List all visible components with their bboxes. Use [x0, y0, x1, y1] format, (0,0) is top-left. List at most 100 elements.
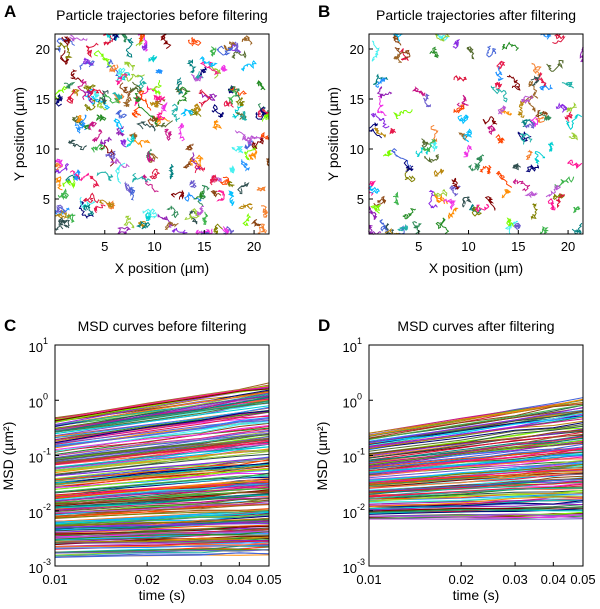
trajectory-line — [155, 110, 166, 121]
msd-line — [54, 433, 270, 459]
x-tick-label: 15 — [197, 239, 211, 254]
trajectory-line — [242, 213, 252, 227]
msd-line — [368, 431, 584, 461]
msd-line — [54, 493, 270, 508]
trajectory-line — [114, 73, 128, 86]
trajectory-line — [142, 208, 157, 219]
trajectory-line — [539, 226, 549, 235]
trajectory-line — [422, 138, 436, 153]
panel-b-ticks: 5 10 15 20 5 10 15 20 — [350, 42, 576, 254]
msd-line — [54, 410, 270, 444]
trajectory-line — [257, 107, 270, 118]
trajectory-line — [250, 219, 262, 227]
msd-line — [368, 508, 584, 515]
trajectory-line — [482, 116, 498, 125]
msd-line — [54, 518, 270, 529]
msd-line — [368, 490, 584, 500]
trajectory-line — [565, 114, 582, 131]
trajectory-line — [153, 94, 166, 103]
trajectory-line — [512, 163, 521, 171]
trajectory-line — [66, 213, 76, 223]
x-tick-label: 0.01 — [356, 572, 381, 587]
trajectory-line — [504, 220, 518, 235]
trajectory-line — [512, 178, 531, 192]
trajectory-line — [93, 50, 112, 67]
y-tick-label: 10 — [343, 451, 357, 466]
y-tick-label: 5 — [357, 192, 364, 207]
y-tick-label: 10 — [343, 340, 357, 355]
msd-line — [368, 407, 584, 444]
trajectory-line — [506, 74, 521, 91]
trajectory-line — [463, 144, 473, 158]
msd-line — [368, 513, 584, 518]
msd-line — [368, 471, 584, 487]
trajectory-line — [193, 190, 206, 200]
msd-line — [54, 523, 270, 528]
trajectory-line — [91, 143, 106, 153]
trajectory-line — [495, 134, 506, 145]
msd-line — [54, 484, 270, 502]
panel-b: B Particle trajectories after filtering … — [318, 2, 584, 276]
msd-line — [368, 500, 584, 507]
msd-line — [54, 434, 270, 461]
trajectory-line — [223, 41, 237, 51]
trajectory-line — [115, 126, 125, 137]
trajectory-line — [82, 84, 97, 92]
msd-line — [54, 525, 270, 535]
msd-line — [54, 540, 270, 547]
y-tick-label: 10 — [343, 395, 357, 410]
trajectory-line — [63, 81, 76, 89]
msd-line — [368, 493, 584, 501]
trajectory-line — [449, 184, 461, 197]
trajectory-line — [240, 159, 250, 172]
msd-line — [54, 405, 270, 435]
y-tick-exponent: 0 — [43, 391, 48, 401]
trajectory-line — [540, 33, 552, 40]
trajectory-line — [89, 175, 100, 189]
msd-line — [54, 511, 270, 525]
trajectory-line — [371, 40, 381, 62]
trajectory-line — [368, 185, 381, 194]
trajectory-line — [497, 105, 507, 115]
msd-line — [368, 461, 584, 479]
trajectory-line — [501, 41, 519, 52]
trajectory-line — [528, 80, 539, 99]
msd-line — [54, 418, 270, 444]
trajectory-line — [525, 149, 534, 160]
trajectory-line — [239, 110, 248, 121]
trajectory-line — [412, 221, 422, 235]
msd-line — [54, 449, 270, 471]
x-tick-label: 20 — [561, 239, 575, 254]
msd-line — [368, 429, 584, 455]
trajectory-line — [571, 222, 583, 235]
trajectory-line — [99, 136, 112, 146]
y-tick-label: 10 — [29, 561, 43, 576]
trajectory-line — [231, 146, 244, 154]
trajectory-line — [92, 129, 103, 143]
trajectory-line — [57, 42, 73, 60]
panel-b-title: Particle trajectories after filtering — [376, 7, 576, 23]
trajectory-line — [373, 126, 386, 139]
trajectory-line — [447, 207, 459, 220]
trajectory-line — [97, 89, 109, 105]
msd-line — [54, 406, 270, 439]
trajectory-line — [260, 205, 268, 219]
trajectory-line — [75, 115, 84, 124]
trajectory-line — [368, 121, 383, 139]
trajectory-line — [106, 58, 119, 76]
trajectory-line — [429, 139, 438, 152]
x-tick-label: 0.05 — [570, 572, 595, 587]
trajectory-line — [229, 165, 236, 174]
msd-line — [368, 447, 584, 474]
trajectory-line — [567, 159, 583, 169]
msd-line — [54, 527, 270, 537]
trajectory-line — [456, 94, 469, 108]
msd-line — [54, 542, 270, 548]
trajectory-line — [164, 221, 179, 230]
x-tick-label: 5 — [415, 239, 422, 254]
msd-line — [368, 463, 584, 484]
trajectory-line — [402, 208, 416, 220]
x-tick-label: 0.03 — [502, 572, 527, 587]
trajectory-line — [538, 112, 552, 121]
